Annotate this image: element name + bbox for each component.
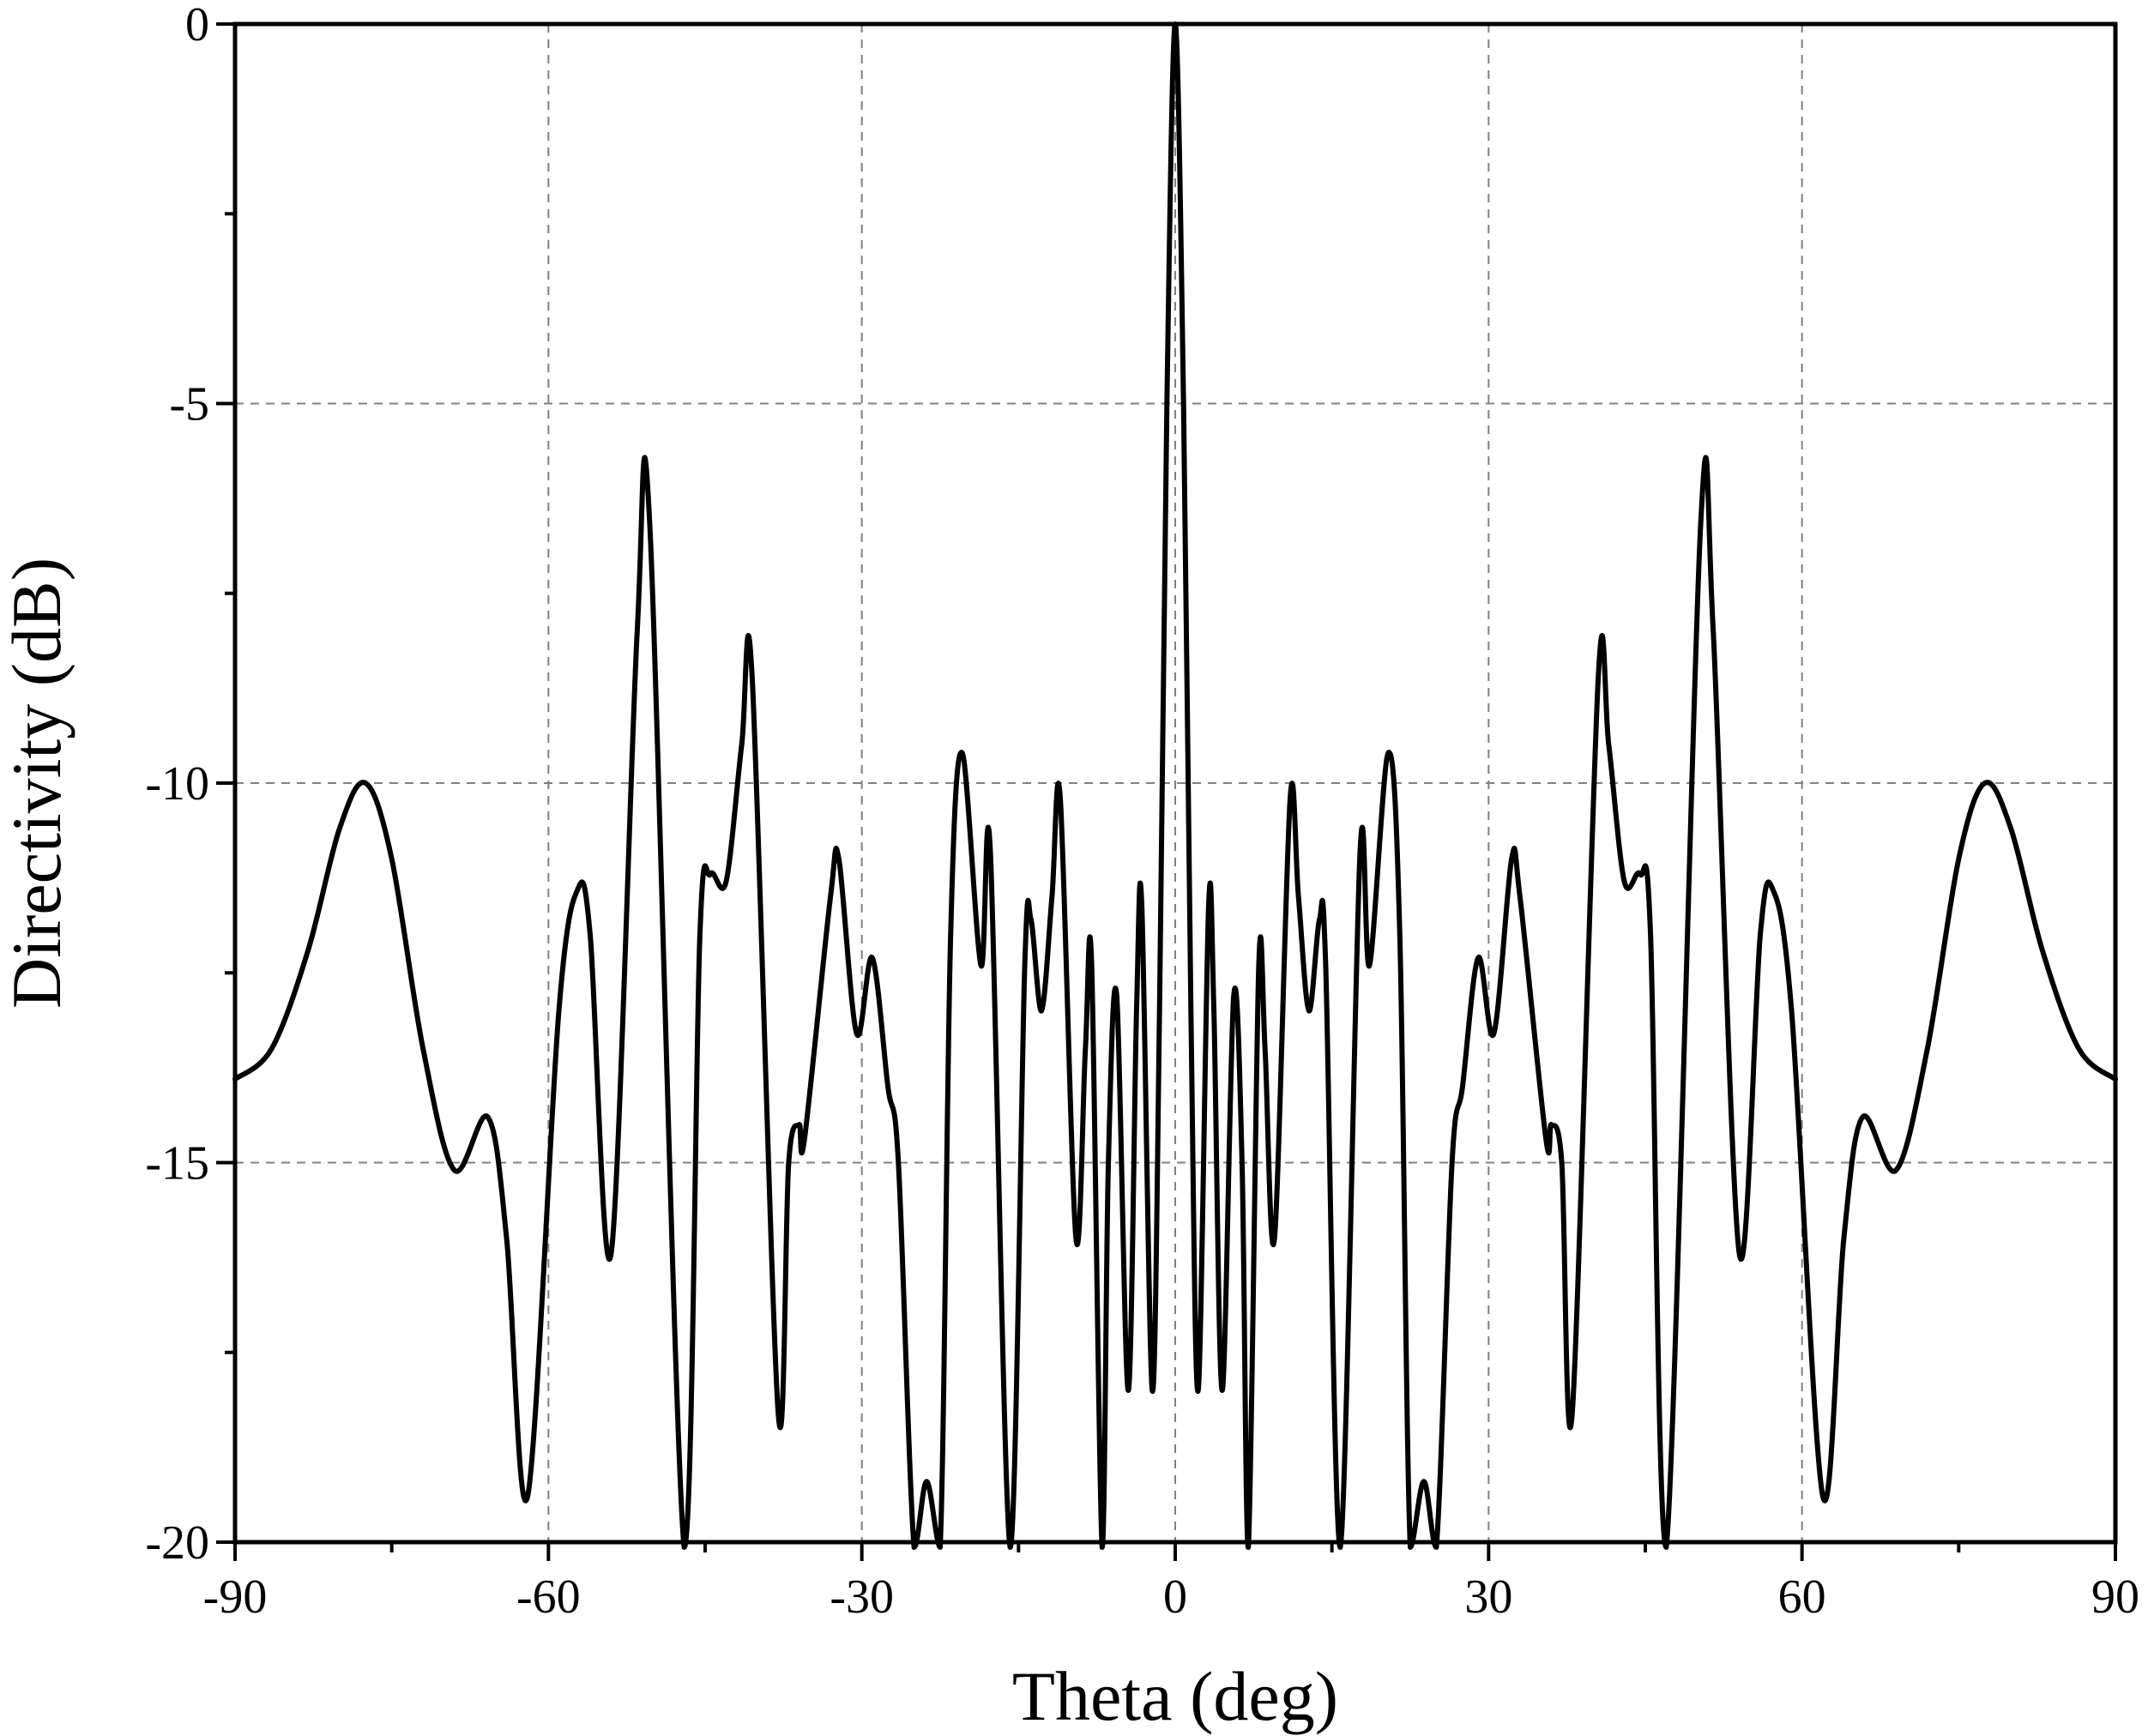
y-tick-label: -15 <box>145 1137 209 1190</box>
x-tick-label: -60 <box>516 1570 581 1624</box>
y-tick-label: 0 <box>185 0 209 51</box>
y-tick-label: -20 <box>145 1516 209 1570</box>
plot-frame <box>232 21 2118 1545</box>
x-tick-label: 30 <box>1464 1570 1512 1624</box>
grid-lines <box>235 24 2115 1542</box>
x-tick-label: -90 <box>203 1570 268 1624</box>
x-tick-label: -30 <box>830 1570 894 1624</box>
x-tick-labels: -90 -60 -30 0 30 60 90 <box>203 1570 2139 1624</box>
x-tick-label: 0 <box>1163 1570 1187 1624</box>
y-tick-label: -5 <box>169 378 209 431</box>
x-tick-label: 90 <box>2091 1570 2139 1624</box>
x-tick-label: 60 <box>1778 1570 1826 1624</box>
x-axis-title: Theta (deg) <box>1012 1657 1338 1735</box>
axis-ticks <box>216 22 2117 1561</box>
y-tick-labels: -20 -15 -10 -5 0 <box>145 0 209 1570</box>
y-axis-title: Directivity (dB) <box>0 558 75 1009</box>
y-tick-label: -10 <box>145 757 209 811</box>
